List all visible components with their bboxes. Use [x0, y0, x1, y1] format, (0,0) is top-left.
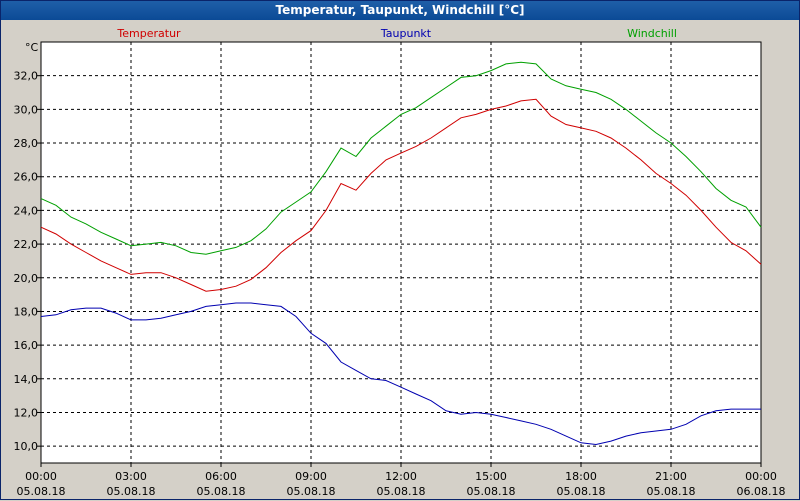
window-title: Temperatur, Taupunkt, Windchill [°C] [1, 1, 799, 20]
x-tick-date-label: 05.08.18 [467, 485, 516, 498]
x-tick-date-label: 05.08.18 [287, 485, 336, 498]
x-tick-date-label: 05.08.18 [107, 485, 156, 498]
y-tick-label: 30,0 [14, 103, 39, 116]
y-tick-label: 32,0 [14, 70, 39, 83]
y-tick-label: 10,0 [14, 440, 39, 453]
x-tick-date-label: 05.08.18 [377, 485, 426, 498]
series-line-temperatur [40, 98, 762, 292]
x-tick-date-label: 05.08.18 [647, 485, 696, 498]
y-tick-label: 26,0 [14, 171, 39, 184]
y-tick-label: 18,0 [14, 305, 39, 318]
y-axis-ticks: 10,0 12,0 14,0 16,0 18,0 20,0 22,0 24,0 26,0 28,0… [14, 70, 41, 453]
y-axis-unit-label: °C [25, 41, 39, 54]
y-tick-label: 14,0 [14, 373, 39, 386]
x-tick-time-label: 09:00 [295, 470, 327, 483]
y-tick-label: 24,0 [14, 204, 39, 217]
legend-entry-windchill: Windchill [627, 27, 677, 40]
series-lines [40, 61, 762, 446]
x-tick-date-label: 05.08.18 [197, 485, 246, 498]
x-tick-date-label: 05.08.18 [557, 485, 606, 498]
x-axis-ticks: 00:00 05.08.18 03:00 05.08.18 06:00 05.08.18 0… [17, 463, 786, 498]
grid-lines [41, 42, 761, 463]
legend-entry-temperatur: Temperatur [116, 27, 181, 40]
y-tick-label: 28,0 [14, 137, 39, 150]
y-tick-label: 12,0 [14, 406, 39, 419]
legend-entry-taupunkt: Taupunkt [380, 27, 432, 40]
x-tick-time-label: 15:00 [475, 470, 507, 483]
series-line-windchill [40, 61, 762, 255]
x-tick-time-label: 00:00 [745, 470, 777, 483]
series-line-taupunkt [40, 302, 761, 446]
x-tick-date-label: 05.08.18 [17, 485, 66, 498]
x-tick-time-label: 06:00 [205, 470, 237, 483]
x-tick-time-label: 00:00 [25, 470, 57, 483]
y-tick-label: 16,0 [14, 339, 39, 352]
x-tick-time-label: 21:00 [655, 470, 687, 483]
y-tick-label: 22,0 [14, 238, 39, 251]
legend: Temperatur Taupunkt Windchill [116, 27, 677, 40]
x-tick-time-label: 18:00 [565, 470, 597, 483]
x-tick-time-label: 03:00 [115, 470, 147, 483]
y-tick-label: 20,0 [14, 272, 39, 285]
x-tick-time-label: 12:00 [385, 470, 417, 483]
x-tick-date-label: 06.08.18 [737, 485, 786, 498]
